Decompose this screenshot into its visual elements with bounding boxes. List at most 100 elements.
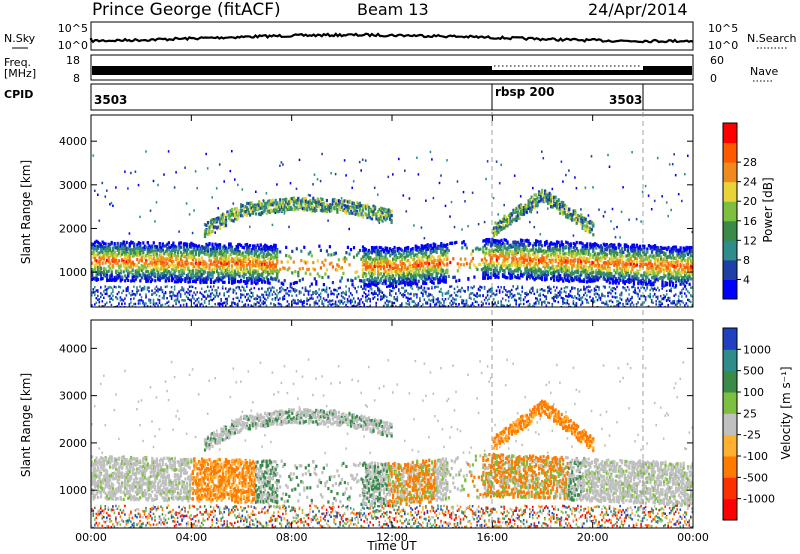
range-cell [410, 275, 413, 279]
range-cell [417, 246, 420, 250]
range-cell [512, 253, 515, 257]
range-cell [512, 261, 515, 265]
range-cell [408, 297, 411, 301]
range-cell [434, 305, 436, 307]
range-cell [401, 279, 404, 283]
range-cell [104, 242, 107, 246]
range-cell [194, 170, 197, 173]
range-cell [235, 251, 238, 255]
range-cell [509, 290, 511, 293]
range-cell [470, 252, 473, 256]
range-cell [203, 260, 207, 264]
range-cell [485, 247, 488, 251]
range-cell [243, 275, 246, 279]
range-cell [390, 289, 393, 293]
range-cell [429, 273, 432, 277]
range-cell [494, 275, 497, 279]
range-cell [211, 298, 213, 302]
range-cell [134, 247, 137, 251]
range-cell [274, 205, 277, 209]
range-cell [276, 294, 278, 297]
range-cell [146, 249, 149, 253]
range-cell [185, 262, 188, 266]
range-cell [259, 266, 262, 270]
range-cell [264, 254, 267, 258]
range-cell [214, 250, 217, 255]
range-cell [268, 257, 271, 261]
range-cell [173, 288, 176, 291]
range-cell [97, 252, 100, 257]
range-cell [125, 250, 128, 254]
range-cell [377, 259, 380, 263]
range-cell [298, 279, 301, 283]
range-cell [377, 252, 380, 256]
range-cell [479, 294, 481, 297]
range-cell [452, 301, 454, 304]
range-cell [100, 249, 103, 254]
range-cell [265, 192, 268, 195]
range-cell [101, 245, 104, 249]
range-cell [267, 289, 269, 292]
range-cell [372, 213, 375, 217]
range-cell [395, 305, 397, 307]
range-cell [262, 266, 265, 270]
range-cell [200, 245, 204, 249]
range-cell [286, 268, 289, 272]
range-cell [270, 277, 273, 281]
range-cell [200, 256, 204, 260]
range-cell [480, 304, 483, 307]
range-cell [416, 293, 418, 296]
range-cell [148, 250, 151, 254]
range-cell [217, 243, 220, 247]
range-cell [364, 266, 368, 270]
range-cell [485, 302, 487, 305]
range-cell [106, 288, 108, 291]
range-cell [507, 253, 511, 257]
range-cell [229, 252, 232, 256]
range-cell [241, 305, 244, 307]
range-cell [510, 250, 514, 254]
range-cell [345, 293, 347, 296]
range-cell [414, 270, 417, 274]
range-cell [176, 280, 179, 284]
range-cell [205, 252, 208, 256]
range-cell [178, 290, 180, 293]
range-cell [107, 269, 110, 273]
range-cell [423, 275, 426, 279]
range-cell [223, 280, 226, 284]
range-cell [262, 205, 265, 209]
range-cell [148, 286, 150, 289]
range-cell [170, 260, 173, 264]
range-cell [140, 287, 143, 290]
range-cell [172, 253, 175, 257]
range-cell [422, 246, 425, 251]
range-cell [252, 268, 255, 272]
range-cell [337, 199, 340, 203]
range-cell [300, 249, 303, 253]
range-cell [154, 252, 157, 256]
range-cell [91, 291, 93, 294]
range-cell [334, 205, 337, 209]
range-cell [124, 274, 127, 278]
range-cell [333, 252, 336, 256]
range-cell [417, 264, 420, 268]
range-cell [100, 257, 103, 261]
range-cell [101, 277, 104, 281]
range-cell [431, 158, 433, 161]
range-cell [274, 266, 277, 271]
range-cell [512, 259, 515, 263]
range-cell [492, 292, 495, 295]
range-cell [380, 256, 383, 260]
range-cell [136, 270, 139, 274]
range-cell [179, 304, 182, 307]
range-cell [136, 251, 139, 255]
range-cell [110, 201, 113, 205]
range-cell [244, 289, 247, 292]
range-cell [312, 297, 314, 300]
range-cell [217, 207, 219, 210]
range-cell [184, 166, 186, 169]
range-cell [265, 252, 268, 256]
range-cell [107, 260, 110, 264]
range-cell [243, 264, 246, 268]
range-cell [143, 276, 146, 280]
